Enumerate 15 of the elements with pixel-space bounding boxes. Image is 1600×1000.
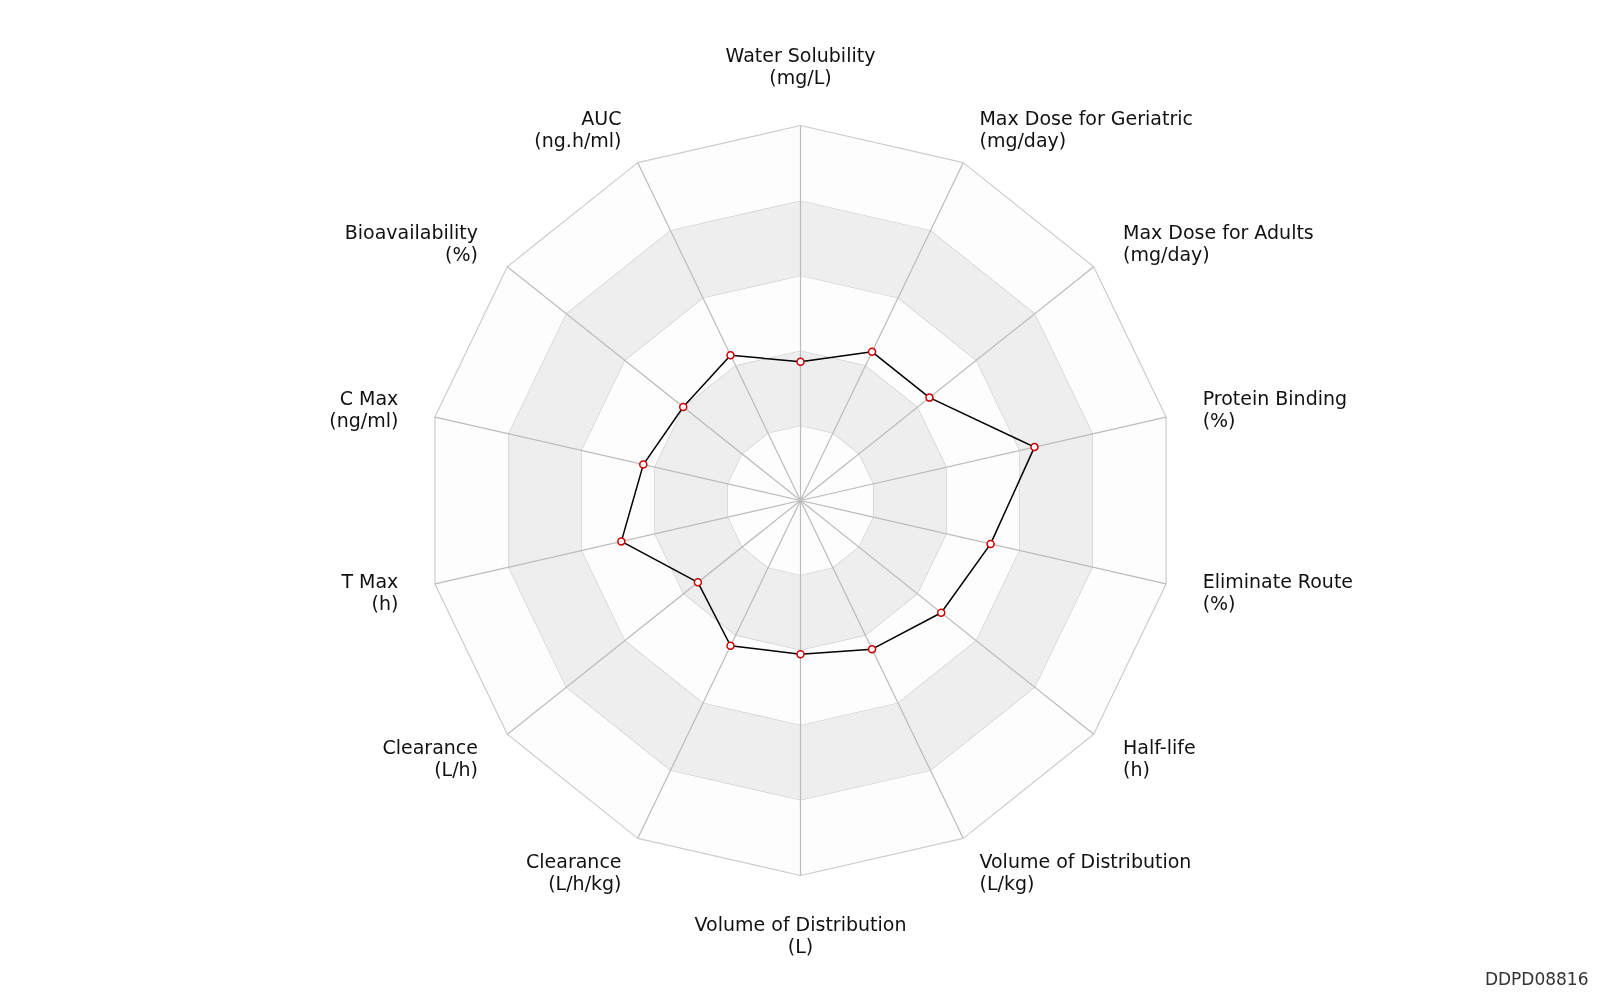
- spoke-label: Volume of Distribution (L/kg): [979, 850, 1192, 895]
- spoke-label: Half-life (h): [1123, 735, 1196, 780]
- spoke-label: Max Dose for Adults (mg/day): [1123, 221, 1314, 266]
- spoke-label: T Max (h): [340, 570, 399, 615]
- text: DDPD08816: [1484, 968, 1589, 989]
- spoke-label: AUC (ng.h/ml): [534, 106, 622, 151]
- spoke-label: Protein Binding (%): [1202, 386, 1348, 431]
- spoke-label: Clearance (L/h/kg): [526, 850, 622, 895]
- spoke-label: Max Dose for Geriatric (mg/day): [979, 106, 1193, 151]
- spoke-label: Eliminate Route (%): [1202, 570, 1354, 615]
- spoke-label: Water Solubility (mg/L): [725, 44, 876, 88]
- spoke-label: Clearance (L/h): [382, 735, 478, 780]
- spoke-label: Volume of Distribution (L): [694, 913, 907, 957]
- spoke-label: C Max (ng/ml): [329, 386, 399, 431]
- spoke-label: Bioavailability (%): [344, 221, 479, 266]
